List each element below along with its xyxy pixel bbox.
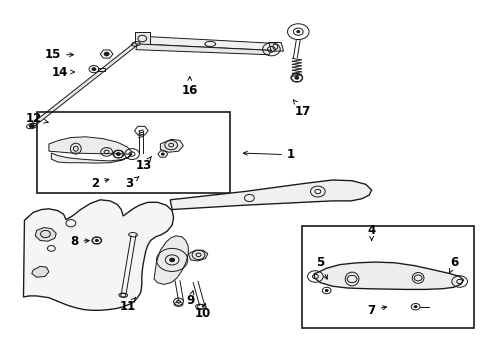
- Polygon shape: [314, 262, 463, 289]
- Text: 12: 12: [26, 112, 48, 125]
- Text: 7: 7: [367, 304, 386, 317]
- Text: 17: 17: [293, 100, 311, 118]
- Circle shape: [325, 289, 327, 292]
- Circle shape: [294, 76, 298, 79]
- Polygon shape: [35, 228, 56, 241]
- Polygon shape: [31, 42, 137, 128]
- Bar: [135, 32, 149, 45]
- Polygon shape: [23, 200, 173, 310]
- Circle shape: [116, 153, 120, 156]
- Bar: [98, 68, 104, 71]
- Polygon shape: [137, 36, 272, 50]
- Polygon shape: [49, 137, 132, 163]
- Circle shape: [95, 239, 98, 242]
- Circle shape: [169, 258, 174, 262]
- Text: 10: 10: [194, 303, 211, 320]
- Polygon shape: [170, 180, 371, 210]
- Circle shape: [296, 31, 299, 33]
- Text: 6: 6: [448, 256, 458, 273]
- Polygon shape: [32, 266, 49, 277]
- Text: 13: 13: [136, 156, 152, 172]
- Polygon shape: [136, 44, 271, 55]
- Text: 4: 4: [367, 224, 375, 240]
- Text: 15: 15: [44, 48, 73, 61]
- Text: 8: 8: [70, 235, 89, 248]
- Bar: [37, 112, 229, 193]
- Text: 1: 1: [243, 148, 294, 161]
- Text: 14: 14: [51, 66, 74, 78]
- Circle shape: [161, 153, 164, 155]
- Text: 3: 3: [125, 177, 139, 190]
- Circle shape: [92, 68, 96, 71]
- Circle shape: [29, 124, 34, 128]
- Polygon shape: [160, 139, 183, 152]
- Text: 9: 9: [186, 291, 194, 307]
- Polygon shape: [154, 236, 188, 284]
- Circle shape: [104, 52, 109, 56]
- Text: 2: 2: [91, 177, 109, 190]
- Polygon shape: [268, 42, 283, 51]
- Polygon shape: [188, 250, 207, 261]
- Bar: [302, 226, 473, 328]
- Circle shape: [413, 306, 416, 308]
- Text: 5: 5: [316, 256, 327, 279]
- Text: 11: 11: [120, 297, 136, 313]
- Text: 16: 16: [181, 77, 198, 96]
